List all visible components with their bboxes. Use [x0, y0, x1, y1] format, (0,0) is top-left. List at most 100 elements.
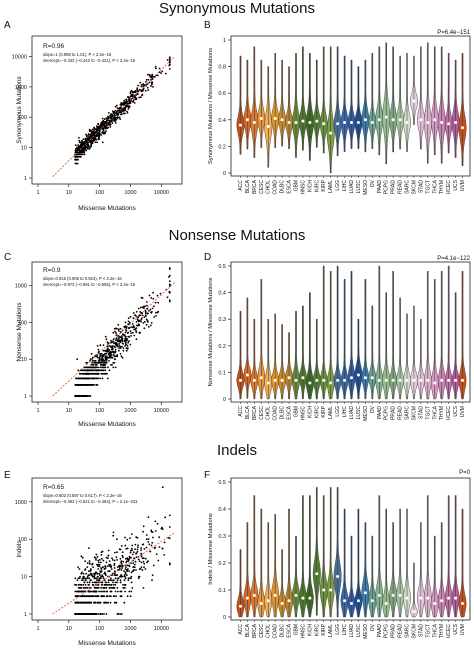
data-point	[76, 148, 79, 150]
data-point	[124, 341, 127, 344]
data-point	[103, 118, 106, 121]
data-point	[150, 322, 153, 324]
data-point	[115, 601, 118, 604]
data-point	[136, 548, 139, 551]
data-point	[97, 123, 100, 126]
data-point	[114, 120, 116, 123]
data-point	[95, 577, 98, 580]
data-point	[83, 575, 85, 578]
median-marker	[391, 593, 395, 597]
data-point	[130, 332, 133, 334]
data-point	[107, 352, 110, 355]
x-tick-label: ACC	[238, 406, 244, 417]
data-point	[83, 613, 86, 615]
data-point	[100, 352, 103, 355]
data-point	[148, 81, 151, 84]
data-point	[95, 553, 98, 556]
data-point	[76, 377, 78, 380]
data-point	[93, 577, 96, 580]
data-point	[144, 321, 146, 323]
data-point	[77, 577, 80, 580]
median-marker	[405, 378, 409, 382]
y-tick-label: 0	[223, 171, 226, 177]
median-marker	[419, 118, 423, 122]
data-point	[112, 534, 115, 537]
y-tick-label: 0	[223, 615, 226, 621]
data-point	[134, 560, 137, 563]
data-point	[118, 349, 120, 352]
data-point	[124, 575, 126, 578]
median-marker	[384, 602, 388, 605]
median-marker	[426, 596, 430, 600]
x-tick-label: THCA	[432, 405, 438, 419]
data-point	[121, 551, 124, 554]
data-point	[124, 321, 127, 324]
x-tick-label: BRCA	[252, 623, 258, 638]
data-point	[147, 516, 150, 519]
data-point	[93, 601, 96, 604]
data-point	[105, 587, 108, 589]
data-point	[100, 134, 103, 136]
median-marker	[245, 373, 249, 377]
data-point	[113, 327, 116, 330]
p-value: P=0	[459, 470, 471, 476]
data-point	[107, 549, 110, 552]
data-point	[132, 91, 135, 93]
data-point	[76, 601, 79, 604]
data-point	[141, 557, 144, 560]
data-point	[103, 361, 105, 364]
data-point	[86, 595, 89, 598]
x-tick-label: LUSC	[356, 406, 362, 420]
x-tick-label: 10000	[154, 190, 169, 196]
data-point	[126, 560, 128, 562]
x-tick-label: LUSC	[356, 180, 362, 194]
median-marker	[356, 120, 360, 124]
data-point	[93, 137, 96, 140]
data-point	[76, 146, 78, 149]
x-tick-label: 100	[95, 408, 104, 414]
median-marker	[315, 378, 319, 382]
x-tick-label: LGG	[335, 180, 341, 191]
data-point	[75, 584, 78, 586]
data-point	[94, 377, 97, 380]
data-point	[148, 310, 150, 312]
data-point	[87, 143, 89, 146]
data-point	[83, 601, 86, 604]
data-point	[93, 556, 96, 559]
data-point	[123, 579, 126, 582]
data-point	[128, 101, 131, 104]
data-point	[86, 372, 89, 375]
data-point	[147, 541, 150, 543]
median-marker	[356, 373, 360, 377]
data-point	[92, 566, 94, 568]
median-marker	[398, 118, 402, 122]
data-point	[96, 572, 99, 575]
data-point	[97, 595, 100, 598]
data-point	[156, 74, 159, 77]
data-point	[74, 590, 77, 593]
intercept-stats: intercept=−0.973 (−0.991 to −0.955), P <…	[43, 282, 136, 287]
data-point	[121, 356, 124, 359]
x-tick-label: THCA	[432, 623, 438, 637]
data-point	[125, 327, 128, 329]
data-point	[142, 560, 145, 563]
data-point	[104, 124, 107, 127]
data-point	[90, 595, 92, 598]
data-point	[153, 75, 156, 78]
data-point	[132, 312, 135, 314]
x-tick-label: UCS	[453, 623, 459, 634]
data-point	[101, 372, 104, 375]
data-point	[121, 340, 124, 342]
scatter-panel-e: 1 10 100 1000 10000 1 10 100 1000 R=0.65 slope=0…	[15, 477, 183, 647]
data-point	[139, 81, 142, 84]
data-point	[137, 544, 139, 547]
plot-frame	[31, 477, 183, 621]
y-tick-label: 0.2	[218, 344, 226, 350]
data-point	[95, 595, 98, 598]
data-point	[104, 121, 107, 124]
data-point	[82, 151, 85, 154]
data-point	[140, 85, 143, 88]
x-tick-label: KIRC	[314, 180, 320, 192]
data-point	[119, 548, 122, 551]
y-tick-label: 10000	[12, 54, 27, 60]
